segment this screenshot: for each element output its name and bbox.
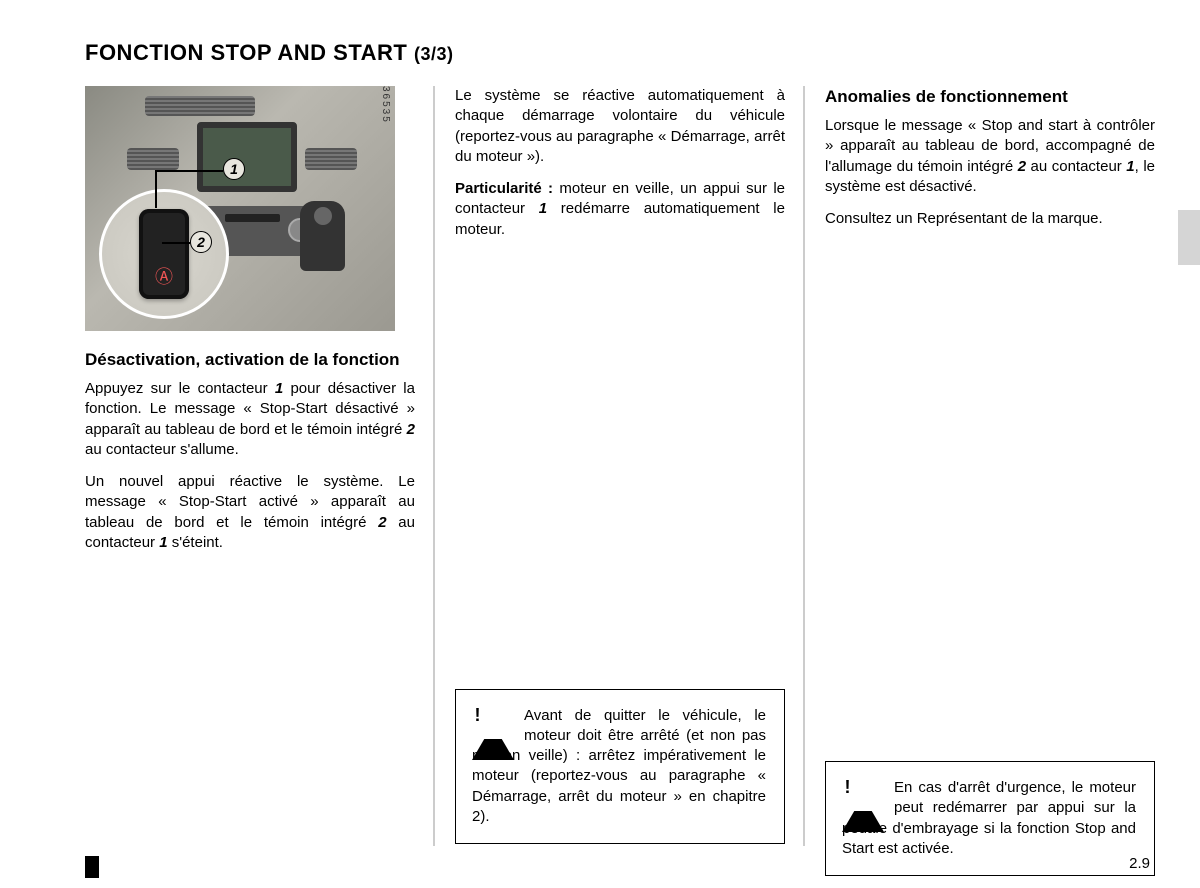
section-heading-anomalies: Anomalies de fonctionnement — [825, 86, 1155, 108]
text: Appuyez sur le contacteur — [85, 380, 275, 397]
paragraph: Consultez un Représentant de la marque. — [825, 209, 1155, 229]
content-columns: 36535 Ⓐ — [85, 86, 1155, 846]
callout-line — [155, 170, 157, 208]
callout-line — [162, 242, 190, 244]
button-closeup: Ⓐ — [99, 189, 229, 319]
text: En cas d'arrêt d'urgence, le moteur peut… — [842, 779, 1136, 857]
warning-box: ! En cas d'arrêt d'urgence, le moteur pe… — [825, 761, 1155, 876]
nav-screen — [197, 122, 297, 192]
text: Un nouvel appui réactive le système. Le … — [85, 473, 415, 531]
paragraph: Le système se réactive automatique­ment … — [455, 86, 785, 167]
ref-number: 1 — [159, 534, 167, 551]
side-tab — [1178, 210, 1200, 265]
ref-number: 1 — [275, 380, 283, 397]
footer-mark — [85, 856, 99, 878]
column-3: Anomalies de fonctionnement Lorsque le m… — [825, 86, 1155, 846]
warning-box: ! Avant de quitter le véhi­cule, le mote… — [455, 689, 785, 845]
air-vent — [127, 148, 179, 170]
text: au contacteur — [1026, 158, 1126, 175]
title-text: FONCTION STOP AND START — [85, 40, 407, 65]
warning-text: ! En cas d'arrêt d'urgence, le moteur pe… — [842, 778, 1136, 859]
radio-slot — [225, 214, 280, 222]
text: Avant de quitter le véhi­cule, le moteur… — [472, 707, 766, 825]
callout-1: 1 — [223, 158, 245, 180]
stop-start-icon: Ⓐ — [155, 263, 173, 289]
page-part: (3/3) — [414, 44, 454, 64]
column-1: 36535 Ⓐ — [85, 86, 435, 846]
stop-start-button: Ⓐ — [139, 209, 189, 299]
warning-icon: ! — [472, 706, 514, 744]
section-heading-deactivation: Désactivation, activation de la fonction — [85, 349, 415, 371]
ref-number: 2 — [407, 421, 415, 438]
page-number: 2.9 — [1129, 855, 1150, 872]
air-vent — [145, 96, 255, 116]
air-vent — [305, 148, 357, 170]
paragraph: Particularité : moteur en veille, un app… — [455, 179, 785, 240]
gear-lever — [300, 201, 345, 271]
ref-number: 1 — [539, 200, 547, 217]
ref-number: 2 — [378, 514, 386, 531]
page-title: FONCTION STOP AND START (3/3) — [85, 40, 1155, 66]
paragraph: Appuyez sur le contacteur 1 pour dé­sact… — [85, 379, 415, 460]
text: s'éteint. — [168, 534, 223, 551]
callout-2: 2 — [190, 231, 212, 253]
warning-text: ! Avant de quitter le véhi­cule, le mote… — [472, 706, 766, 828]
lead-word: Particularité : — [455, 180, 553, 197]
paragraph: Un nouvel appui réactive le système. Le … — [85, 472, 415, 553]
callout-line — [155, 170, 223, 172]
ref-number: 1 — [1126, 158, 1134, 175]
manual-page: FONCTION STOP AND START (3/3) 36535 — [0, 0, 1200, 888]
warning-icon: ! — [842, 778, 884, 816]
column-2: Le système se réactive automatique­ment … — [455, 86, 805, 846]
ref-number: 2 — [1018, 158, 1026, 175]
dashboard-figure: 36535 Ⓐ — [85, 86, 395, 331]
text: au contacteur s'allume. — [85, 441, 239, 458]
paragraph: Lorsque le message « Stop and start à co… — [825, 116, 1155, 197]
